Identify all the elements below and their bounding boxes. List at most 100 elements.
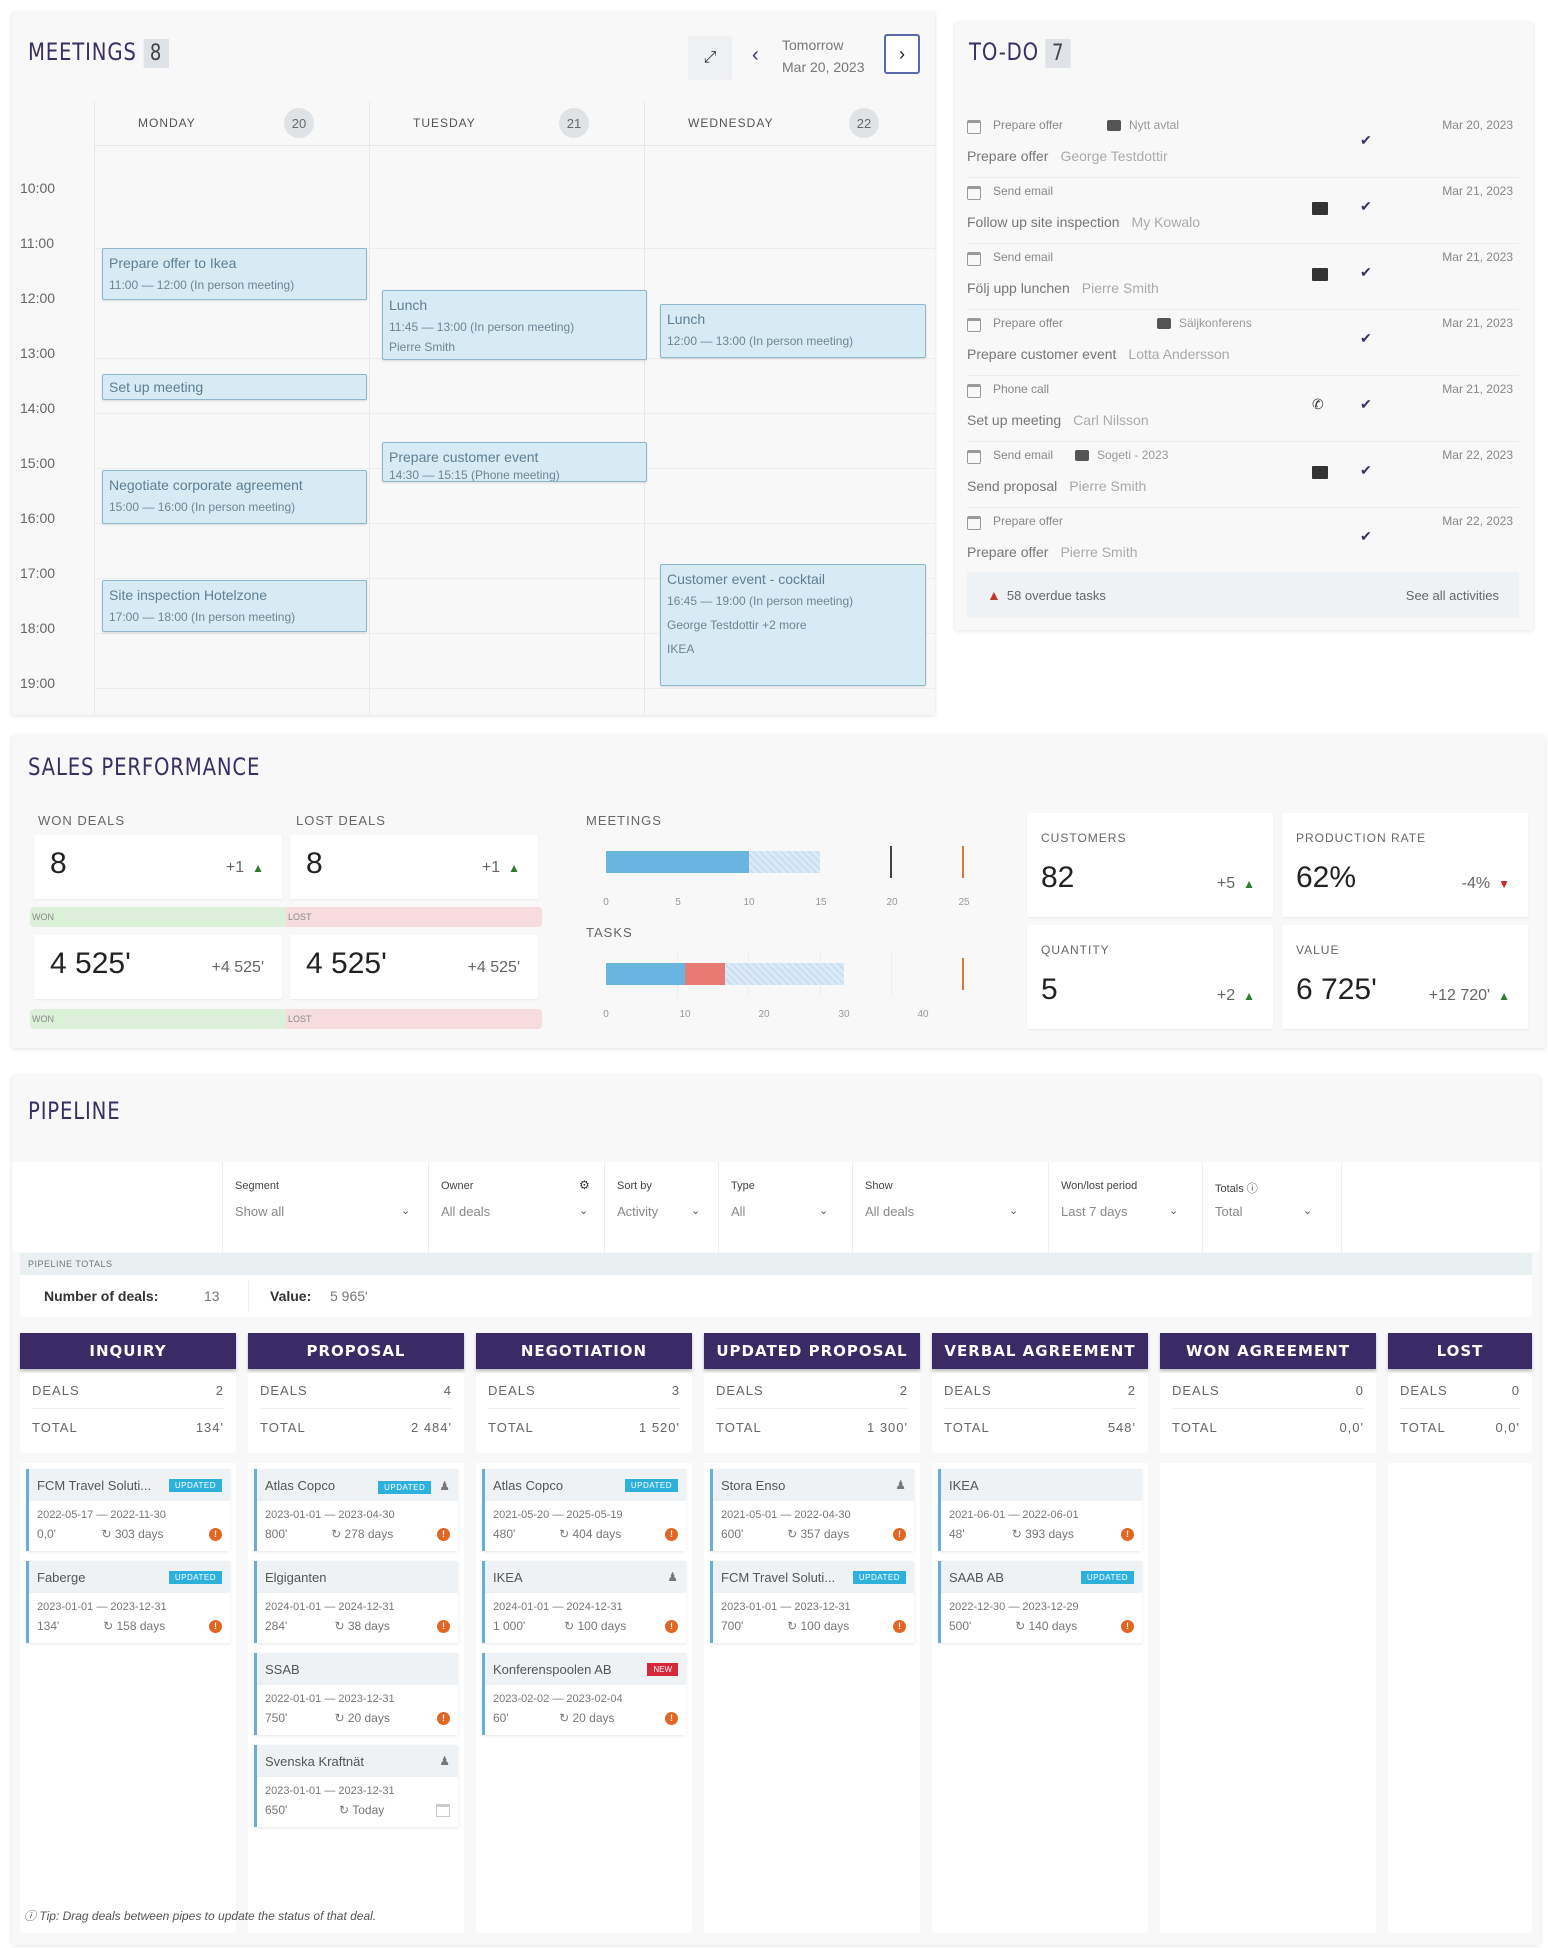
deal-card[interactable]: SAAB AB UPDATED 2022-12-30 — 2023-12-29 5… [938,1561,1142,1643]
chevron-left-icon: ‹ [752,44,759,66]
todo-footer: ▲ 58 overdue tasks See all activities [967,572,1519,618]
person-icon: ♟ [895,1478,906,1492]
alert-icon: ! [436,1619,450,1633]
type-filter[interactable]: Type All ⌄ [718,1162,852,1252]
stage-negotiation: NEGOTIATION DEALS 3 TOTAL 1 520' Atlas Cop… [476,1333,692,1933]
deal-card[interactable]: IKEA ♟ 2024-01-01 — 2024-12-31 1 000' ↻ 10… [482,1561,686,1643]
stage-dropzone[interactable]: FCM Travel Soluti... UPDATED 2022-05-17 —… [20,1463,236,1933]
calendar-icon [967,120,981,134]
deal-card[interactable]: SSAB 2022-01-01 — 2023-12-31 750' ↻ 20 da… [254,1653,458,1735]
meetings-target-marker [962,846,964,878]
complete-check-icon[interactable]: ✔ [1360,330,1372,346]
deal-card[interactable]: Konferenspoolen AB NEW 2023-02-02 — 2023-… [482,1653,686,1735]
calendar-event[interactable]: Lunch 11:45 — 13:00 (In person meeting) … [382,290,647,360]
calendar-event[interactable]: Set up meeting [102,374,367,400]
calendar-event[interactable]: Customer event - cocktail 16:45 — 19:00 … [660,564,926,686]
time-label: 17:00 [20,565,56,581]
hour-gridline [94,633,935,634]
arrow-up-icon: ▲ [1243,989,1255,1003]
calendar-icon [967,186,981,200]
time-label: 15:00 [20,455,56,471]
won-lost-period-filter[interactable]: Won/lost period Last 7 days ⌄ [1048,1162,1202,1252]
updated-badge: UPDATED [624,1478,678,1492]
stage-lost: LOST DEALS 0 TOTAL 0,0' [1388,1333,1532,1933]
alert-icon: ! [664,1619,678,1633]
see-all-activities-link[interactable]: See all activities [1405,587,1499,603]
tasks-chart-label: TASKS [586,925,633,940]
totals-filter[interactable]: Totals ⓘ Total ⌄ [1202,1162,1342,1252]
complete-check-icon[interactable]: ✔ [1360,198,1372,214]
stage-dropzone[interactable] [1388,1463,1532,1933]
expand-button[interactable]: ⤢ [688,36,732,80]
calendar-event[interactable]: Negotiate corporate agreement 15:00 — 16… [102,470,367,524]
todo-item[interactable]: Prepare offer Prepare offer Pierre Smith … [967,514,1513,560]
complete-check-icon[interactable]: ✔ [1360,528,1372,544]
deal-card[interactable]: FCM Travel Soluti... UPDATED 2022-05-17 —… [26,1469,230,1551]
stage-dropzone[interactable]: IKEA 2021-06-01 — 2022-06-01 48' ↻ 393 da… [932,1463,1148,1933]
deal-card[interactable]: Stora Enso ♟ 2021-05-01 — 2022-04-30 600'… [710,1469,914,1551]
deal-card[interactable]: Elgiganten 2024-01-01 — 2024-12-31 284' ↻… [254,1561,458,1643]
calendar-event[interactable]: Site inspection Hotelzone 17:00 — 18:00 … [102,580,367,632]
complete-check-icon[interactable]: ✔ [1360,264,1372,280]
email-icon[interactable] [1312,268,1328,281]
todo-item[interactable]: Phone call Set up meeting Carl Nilsson ✆ … [967,376,1519,442]
briefcase-icon [1157,318,1171,329]
meetings-count-badge: 8 [143,39,169,68]
warning-icon: ▲ [987,587,1001,603]
deal-card[interactable]: Atlas Copco UPDATED ♟ 2023-01-01 — 2023-04… [254,1469,458,1551]
lost-deals-label: LOST DEALS [296,813,386,828]
day-header-monday: MONDAY 20 [94,102,369,146]
time-label: 13:00 [20,345,56,361]
next-day-button[interactable]: › [884,34,920,74]
day-number: 21 [559,108,589,138]
owner-filter[interactable]: Owner ⚙ All deals ⌄ [428,1162,604,1252]
value-card: VALUE 6 725' +12 720' ▲ [1282,925,1528,1029]
prev-day-button[interactable]: ‹ [752,44,759,67]
deal-card[interactable]: Faberge UPDATED 2023-01-01 — 2023-12-31 1… [26,1561,230,1643]
deal-card[interactable]: IKEA 2021-06-01 — 2022-06-01 48' ↻ 393 da… [938,1469,1142,1551]
quantity-card: QUANTITY 5 +2 ▲ [1027,925,1273,1029]
todo-title: TO-DO 7 [969,38,1071,68]
stage-header: INQUIRY [20,1333,236,1369]
todo-item[interactable]: Send email Follow up site inspection My K… [967,178,1519,244]
hour-gridline [94,688,935,689]
deal-card[interactable]: Atlas Copco UPDATED 2021-05-20 — 2025-05-… [482,1469,686,1551]
stage-updated-proposal: UPDATED PROPOSAL DEALS 2 TOTAL 1 300' Stor… [704,1333,920,1933]
todo-item[interactable]: Prepare offer Säljkonferens Prepare cust… [967,310,1519,376]
won-count-card: 8 +1 ▲ [34,835,282,899]
complete-check-icon[interactable]: ✔ [1360,462,1372,478]
hour-gridline [94,248,935,249]
segment-filter[interactable]: Segment Show all ⌄ [222,1162,428,1252]
stage-dropzone[interactable] [1160,1463,1376,1933]
deal-card[interactable]: FCM Travel Soluti... UPDATED 2023-01-01 —… [710,1561,914,1643]
stage-dropzone[interactable]: Atlas Copco UPDATED 2021-05-20 — 2025-05-… [476,1463,692,1933]
stage-dropzone[interactable]: Stora Enso ♟ 2021-05-01 — 2022-04-30 600'… [704,1463,920,1933]
deal-card[interactable]: Svenska Kraftnät ♟ 2023-01-01 — 2023-12-3… [254,1745,458,1827]
tasks-overdue-bar [685,963,725,985]
todo-item[interactable]: Send email Följ upp lunchen Pierre Smith … [967,244,1519,310]
pipeline-totals-header: PIPELINE TOTALS [20,1253,1532,1275]
time-label: 16:00 [20,510,56,526]
updated-badge: UPDATED [168,1478,222,1492]
complete-check-icon[interactable]: ✔ [1360,132,1372,148]
show-filter[interactable]: Show All deals ⌄ [852,1162,1048,1252]
todo-item[interactable]: Prepare offer Nytt avtal Prepare offer Ge… [967,112,1519,178]
updated-badge: UPDATED [378,1480,432,1494]
phone-icon[interactable]: ✆ [1312,396,1324,412]
chevron-down-icon: ⌄ [691,1205,701,1217]
person-icon: ♟ [439,1478,450,1493]
email-icon[interactable] [1312,466,1328,479]
calendar-event[interactable]: Prepare offer to Ikea 11:00 — 12:00 (In … [102,248,367,300]
alert-icon: ! [665,1527,678,1541]
overdue-tasks-link[interactable]: ▲ 58 overdue tasks [987,587,1106,603]
settings-icon[interactable]: ⚙ [579,1178,590,1192]
sort-by-filter[interactable]: Sort by Activity ⌄ [604,1162,718,1252]
complete-check-icon[interactable]: ✔ [1360,396,1372,412]
calendar-event[interactable]: Prepare customer event 14:30 — 15:15 (Ph… [382,442,647,482]
chevron-down-icon: ⌄ [819,1205,829,1217]
chevron-down-icon: ⌄ [1303,1205,1313,1217]
todo-item[interactable]: Send email Sogeti - 2023 Send proposal Pi… [967,442,1519,508]
email-icon[interactable] [1312,202,1328,215]
calendar-event[interactable]: Lunch 12:00 — 13:00 (In person meeting) [660,304,926,358]
stage-dropzone[interactable]: Atlas Copco UPDATED ♟ 2023-01-01 — 2023-04… [248,1463,464,1933]
